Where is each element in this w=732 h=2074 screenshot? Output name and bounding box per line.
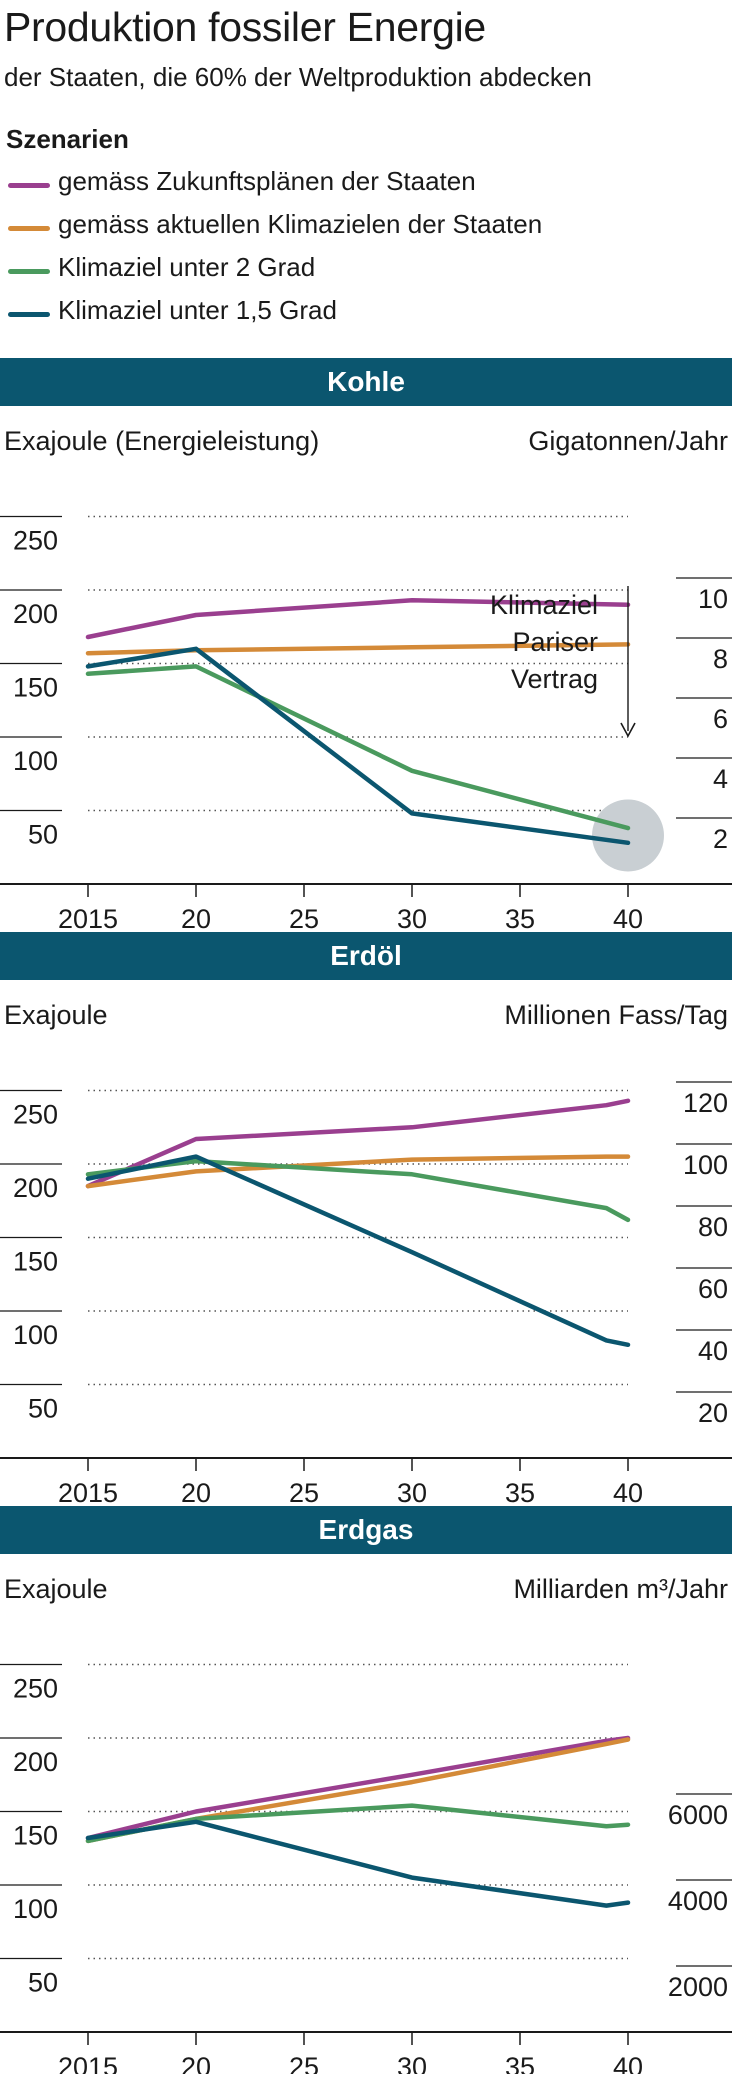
y2-tick-label: 20	[698, 1398, 728, 1428]
legend-label: Klimaziel unter 1,5 Grad	[58, 295, 337, 325]
x-tick-label: 20	[181, 1478, 211, 1508]
x-tick-label: 30	[397, 2052, 427, 2074]
y2-tick-label: 2000	[668, 1972, 728, 2002]
highlight-circle	[592, 799, 664, 872]
legend-label: gemäss aktuellen Klimazielen der Staaten	[58, 209, 543, 239]
x-tick-label: 2015	[58, 1478, 118, 1508]
panel-title: Erdöl	[0, 932, 732, 980]
x-tick-label: 35	[505, 904, 535, 934]
annotation-text: Klimaziel	[490, 590, 598, 620]
legend-swatch	[8, 312, 50, 317]
x-tick-label: 25	[289, 2052, 319, 2074]
page-title: Produktion fossiler Energie	[4, 4, 486, 50]
series-line	[85, 646, 631, 846]
series-line	[85, 1154, 631, 1189]
panel-title: Kohle	[0, 358, 732, 406]
y-tick-label: 100	[13, 746, 58, 776]
x-tick-label: 25	[289, 1478, 319, 1508]
x-tick-label: 40	[613, 2052, 643, 2074]
x-tick-label: 20	[181, 904, 211, 934]
legend-heading: Szenarien	[6, 124, 129, 154]
series-line	[85, 1098, 631, 1189]
legend-swatch	[8, 269, 50, 274]
x-tick-label: 30	[397, 904, 427, 934]
y2-tick-label: 8	[713, 644, 728, 674]
y2-tick-label: 10	[698, 584, 728, 614]
chart-erdgas: Exajoule Milliarden m³/Jahr 50 100 150 200 250…	[0, 1574, 732, 2074]
y2-tick-label: 2	[713, 824, 728, 854]
series-line	[85, 1819, 631, 1908]
y2-tick-label: 4000	[668, 1886, 728, 1916]
y2-tick-label: 40	[698, 1336, 728, 1366]
y2-axis-label: Gigatonnen/Jahr	[528, 426, 728, 456]
panel-title: Erdgas	[0, 1506, 732, 1554]
y2-axis-label: Milliarden m³/Jahr	[513, 1574, 728, 1604]
x-tick-label: 25	[289, 904, 319, 934]
y-axis-label: Exajoule	[4, 1000, 108, 1030]
y-tick-label: 250	[13, 1100, 58, 1130]
y-tick-label: 50	[28, 1394, 58, 1424]
y-tick-label: 100	[13, 1894, 58, 1924]
y-tick-label: 200	[13, 599, 58, 629]
y-tick-label: 250	[13, 1674, 58, 1704]
y2-tick-label: 80	[698, 1212, 728, 1242]
x-tick-label: 40	[613, 904, 643, 934]
y2-tick-label: 6000	[668, 1800, 728, 1830]
series-line	[85, 664, 631, 831]
series-line	[85, 1803, 631, 1844]
y-tick-label: 250	[13, 526, 58, 556]
series-line	[85, 1154, 631, 1348]
legend-label: gemäss Zukunftsplänen der Staaten	[58, 166, 476, 196]
page-subtitle: der Staaten, die 60% der Weltproduktion …	[4, 62, 592, 92]
y-tick-label: 150	[13, 1247, 58, 1277]
y-axis-label: Exajoule	[4, 1574, 108, 1604]
y2-tick-label: 100	[683, 1150, 728, 1180]
legend-swatch	[8, 226, 50, 231]
x-tick-label: 20	[181, 2052, 211, 2074]
series-line	[85, 598, 631, 640]
y-tick-label: 50	[28, 820, 58, 850]
y-tick-label: 100	[13, 1320, 58, 1350]
arrow-head-icon	[620, 722, 636, 738]
y2-tick-label: 60	[698, 1274, 728, 1304]
x-tick-label: 35	[505, 1478, 535, 1508]
x-tick-label: 40	[613, 1478, 643, 1508]
y-tick-label: 200	[13, 1173, 58, 1203]
y2-tick-label: 4	[713, 764, 728, 794]
y-tick-label: 150	[13, 673, 58, 703]
y2-axis-label: Millionen Fass/Tag	[504, 1000, 728, 1030]
chart-erdoel: Exajoule Millionen Fass/Tag 50 100 150 200 250…	[0, 1000, 732, 1508]
series-line	[85, 1158, 631, 1223]
series-line	[85, 642, 631, 656]
annotation-text: Pariser	[512, 627, 598, 657]
x-tick-label: 35	[505, 2052, 535, 2074]
x-tick-label: 30	[397, 1478, 427, 1508]
x-tick-label: 2015	[58, 904, 118, 934]
y-tick-label: 50	[28, 1968, 58, 1998]
series-line	[85, 1735, 631, 1841]
y2-tick-label: 6	[713, 704, 728, 734]
y-tick-label: 150	[13, 1821, 58, 1851]
y-axis-label: Exajoule (Energieleistung)	[4, 426, 319, 456]
x-tick-label: 2015	[58, 2052, 118, 2074]
annotation-text: Vertrag	[511, 664, 598, 694]
y2-tick-label: 120	[683, 1088, 728, 1118]
legend-swatch	[8, 183, 50, 188]
chart-kohle: Exajoule (Energieleistung) Gigatonnen/Jah…	[0, 426, 732, 934]
y-tick-label: 200	[13, 1747, 58, 1777]
legend-label: Klimaziel unter 2 Grad	[58, 252, 316, 282]
